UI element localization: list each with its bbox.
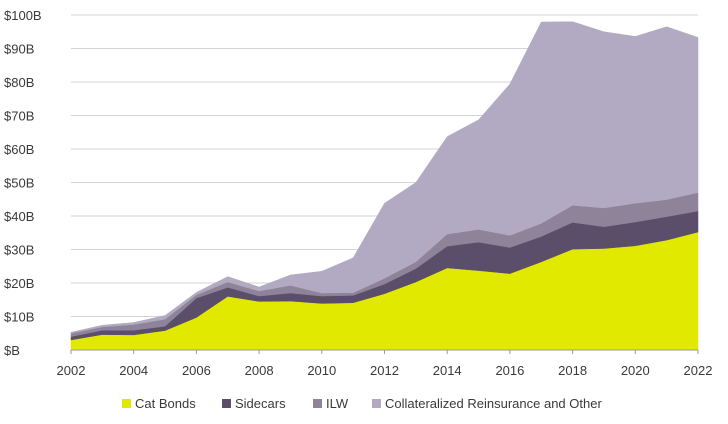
y-tick-label: $100B: [4, 8, 42, 23]
y-tick-label: $80B: [4, 75, 34, 90]
legend-swatch-sidecars: [222, 399, 231, 408]
axes: $B $10B $20B $30B $40B $50B $60B $70B $80B $90B $1…: [4, 8, 712, 378]
y-tick-label: $40B: [4, 209, 34, 224]
x-tick-label: 2008: [245, 363, 274, 378]
x-tick-label: 2014: [433, 363, 462, 378]
legend-swatch-ilw: [313, 399, 322, 408]
y-tick-label: $60B: [4, 142, 34, 157]
y-tick-label: $70B: [4, 109, 34, 124]
x-tick-label: 2016: [495, 363, 524, 378]
y-tick-label: $90B: [4, 42, 34, 57]
legend-label-collateralized-reinsurance-and-other: Collateralized Reinsurance and Other: [385, 396, 602, 411]
x-tick-label: 2002: [57, 363, 86, 378]
x-tick-label: 2012: [370, 363, 399, 378]
y-tick-label: $B: [4, 343, 20, 358]
x-tick-label: 2022: [684, 363, 713, 378]
legend: Cat Bonds Sidecars ILW Collateralized Reins…: [122, 396, 602, 411]
x-tick-label: 2006: [182, 363, 211, 378]
legend-label-cat-bonds: Cat Bonds: [135, 396, 196, 411]
legend-label-sidecars: Sidecars: [235, 396, 286, 411]
y-tick-label: $50B: [4, 176, 34, 191]
legend-label-ilw: ILW: [326, 396, 349, 411]
x-tick-label: 2020: [621, 363, 650, 378]
legend-swatch-collateralized-reinsurance-and-other: [372, 399, 381, 408]
legend-swatch-cat-bonds: [122, 399, 131, 408]
area-series-group: [70, 21, 699, 351]
x-tick-label: 2004: [119, 363, 148, 378]
y-tick-label: $30B: [4, 243, 34, 258]
x-tick-label: 2010: [307, 363, 336, 378]
x-tick-label: 2018: [558, 363, 587, 378]
y-tick-label: $10B: [4, 310, 34, 325]
area-collateralized-reinsurance-and-other: [70, 21, 699, 334]
y-tick-label: $20B: [4, 276, 34, 291]
